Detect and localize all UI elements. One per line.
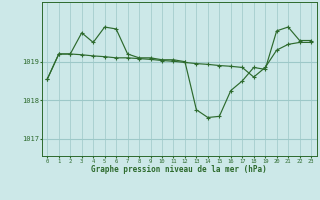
X-axis label: Graphe pression niveau de la mer (hPa): Graphe pression niveau de la mer (hPa) [91,165,267,174]
